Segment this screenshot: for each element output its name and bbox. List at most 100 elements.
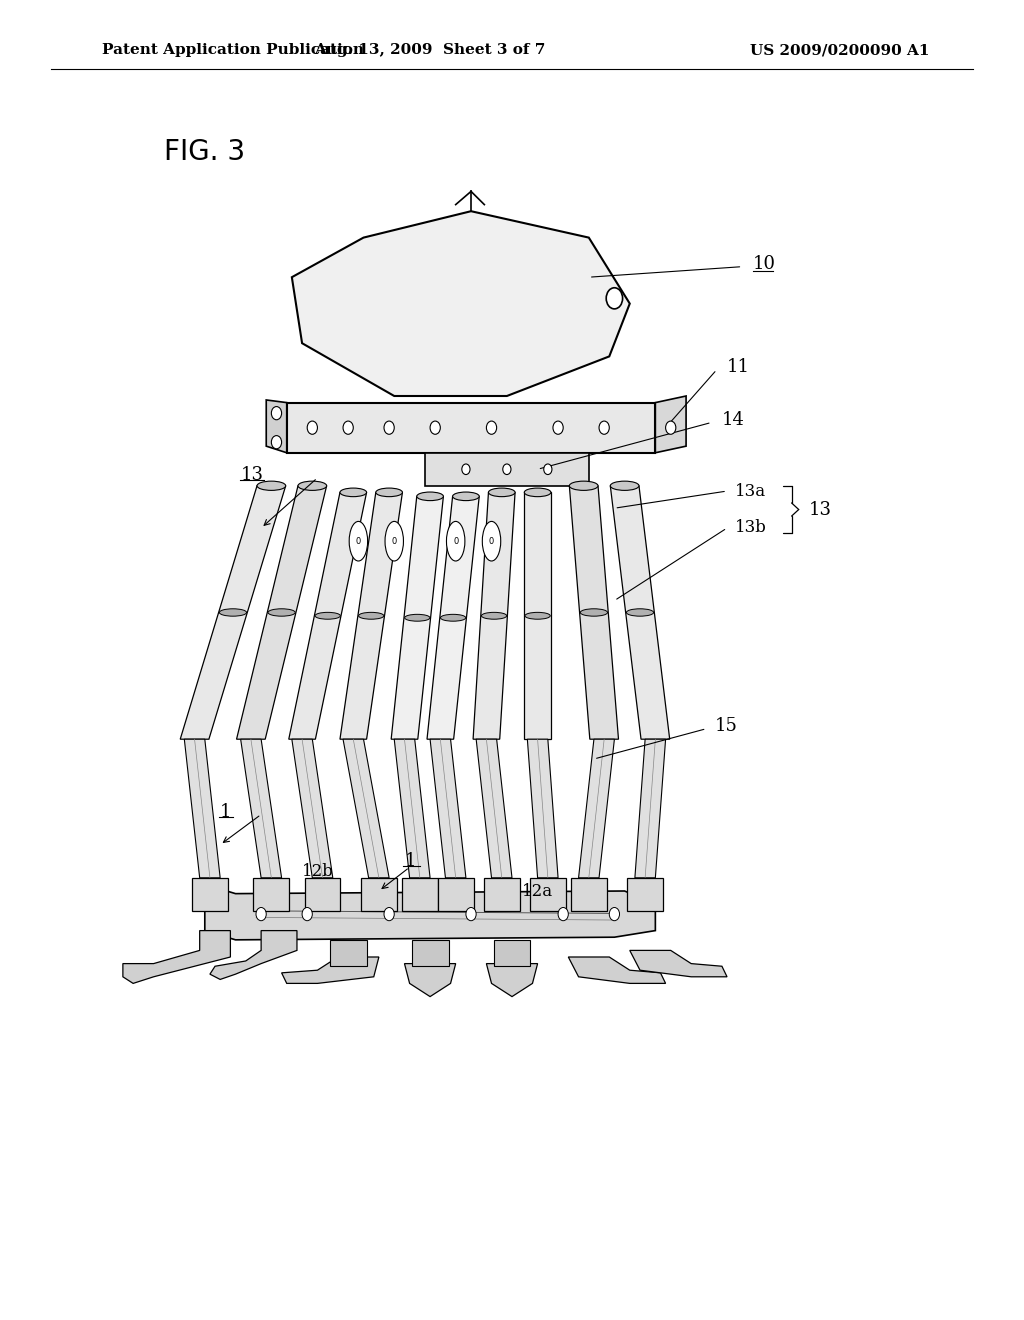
Polygon shape	[343, 739, 389, 878]
Ellipse shape	[569, 482, 598, 491]
Text: 14: 14	[722, 411, 744, 429]
Polygon shape	[404, 964, 456, 997]
Polygon shape	[184, 739, 220, 878]
Bar	[401, 878, 438, 911]
Polygon shape	[205, 884, 655, 940]
Polygon shape	[630, 950, 727, 977]
Ellipse shape	[627, 609, 653, 616]
Polygon shape	[427, 496, 479, 739]
Circle shape	[606, 288, 623, 309]
Text: 13a: 13a	[735, 483, 766, 499]
Bar	[330, 940, 367, 966]
Circle shape	[466, 908, 476, 921]
Circle shape	[302, 908, 312, 921]
Text: Aug. 13, 2009  Sheet 3 of 7: Aug. 13, 2009 Sheet 3 of 7	[314, 44, 546, 57]
Text: 13b: 13b	[735, 520, 767, 536]
Circle shape	[666, 421, 676, 434]
Bar	[571, 878, 606, 911]
Circle shape	[384, 908, 394, 921]
Circle shape	[384, 421, 394, 434]
Ellipse shape	[298, 482, 327, 491]
Ellipse shape	[525, 612, 550, 619]
Circle shape	[609, 908, 620, 921]
Text: 0: 0	[453, 537, 459, 545]
Polygon shape	[266, 400, 287, 453]
Text: 11: 11	[727, 358, 750, 376]
Polygon shape	[292, 211, 630, 396]
Ellipse shape	[315, 612, 340, 619]
Polygon shape	[237, 486, 327, 739]
Polygon shape	[473, 492, 515, 739]
Ellipse shape	[404, 614, 430, 622]
Polygon shape	[524, 492, 551, 739]
Circle shape	[462, 465, 470, 475]
Ellipse shape	[358, 612, 384, 619]
Circle shape	[503, 465, 511, 475]
Ellipse shape	[219, 609, 247, 616]
Polygon shape	[123, 931, 230, 983]
Text: 13: 13	[809, 500, 831, 519]
Text: 0: 0	[391, 537, 397, 545]
Text: 0: 0	[355, 537, 361, 545]
Polygon shape	[568, 957, 666, 983]
Polygon shape	[430, 739, 466, 878]
Polygon shape	[180, 486, 286, 739]
Text: 12b: 12b	[302, 863, 334, 879]
Ellipse shape	[349, 521, 368, 561]
Polygon shape	[569, 486, 618, 739]
Circle shape	[271, 436, 282, 449]
Bar	[483, 878, 519, 911]
Bar	[438, 878, 473, 911]
Ellipse shape	[257, 482, 286, 491]
Bar	[412, 940, 449, 966]
Text: 1: 1	[404, 851, 416, 870]
Text: FIG. 3: FIG. 3	[164, 137, 245, 166]
Bar	[193, 878, 227, 911]
Ellipse shape	[385, 521, 403, 561]
Polygon shape	[425, 453, 589, 486]
Circle shape	[430, 421, 440, 434]
Text: Patent Application Publication: Patent Application Publication	[102, 44, 365, 57]
Ellipse shape	[524, 488, 551, 496]
Ellipse shape	[453, 492, 479, 500]
Polygon shape	[241, 739, 282, 878]
Ellipse shape	[376, 488, 402, 496]
Polygon shape	[486, 964, 538, 997]
Polygon shape	[287, 403, 655, 453]
Circle shape	[256, 908, 266, 921]
Circle shape	[307, 421, 317, 434]
Circle shape	[558, 908, 568, 921]
Ellipse shape	[417, 492, 443, 500]
Ellipse shape	[446, 521, 465, 561]
Circle shape	[486, 421, 497, 434]
Polygon shape	[394, 739, 430, 878]
Polygon shape	[655, 396, 686, 453]
Text: 13: 13	[241, 466, 263, 484]
Polygon shape	[391, 496, 443, 739]
Ellipse shape	[482, 521, 501, 561]
Ellipse shape	[488, 488, 515, 496]
Text: 0: 0	[488, 537, 495, 545]
Polygon shape	[282, 957, 379, 983]
Polygon shape	[210, 931, 297, 979]
Text: 12a: 12a	[522, 883, 553, 899]
Bar	[627, 878, 664, 911]
Ellipse shape	[268, 609, 295, 616]
Ellipse shape	[481, 612, 507, 619]
Ellipse shape	[610, 482, 639, 491]
Polygon shape	[610, 486, 670, 739]
Bar	[530, 878, 566, 911]
Polygon shape	[579, 739, 614, 878]
Text: US 2009/0200090 A1: US 2009/0200090 A1	[750, 44, 930, 57]
Bar	[254, 878, 289, 911]
Polygon shape	[527, 739, 558, 878]
Circle shape	[599, 421, 609, 434]
Circle shape	[343, 421, 353, 434]
Polygon shape	[635, 739, 666, 878]
Ellipse shape	[440, 614, 466, 622]
Circle shape	[271, 407, 282, 420]
Ellipse shape	[581, 609, 607, 616]
Polygon shape	[476, 739, 512, 878]
Ellipse shape	[340, 488, 367, 496]
Polygon shape	[289, 492, 367, 739]
